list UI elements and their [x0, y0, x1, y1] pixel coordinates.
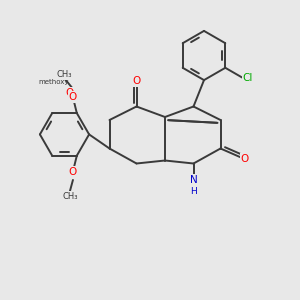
Text: O: O [240, 154, 249, 164]
Text: methoxy: methoxy [38, 79, 69, 85]
Text: CH₃: CH₃ [56, 70, 72, 79]
Text: Cl: Cl [243, 73, 253, 83]
Text: O: O [132, 76, 141, 86]
Text: N: N [190, 175, 197, 185]
Text: CH₃: CH₃ [62, 192, 78, 201]
Text: O: O [69, 92, 77, 102]
Text: H: H [190, 188, 197, 196]
Text: O: O [66, 88, 74, 98]
Text: O: O [69, 167, 77, 177]
